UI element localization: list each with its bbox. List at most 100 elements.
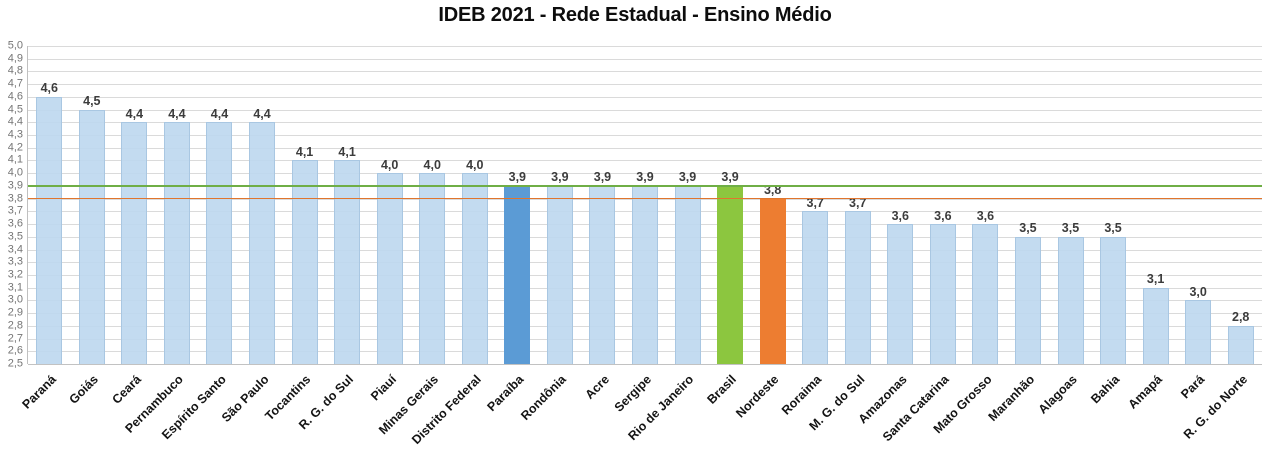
bar-group: 4,0 Minas Gerais (376, 46, 454, 437)
gridline (28, 173, 1262, 175)
bar-group: 3,6 Amazonas (855, 46, 922, 426)
bar-value-label: 3,9 (678, 170, 697, 185)
bar: 3,6 (929, 210, 956, 364)
bar-group: 2,8 R. G. do Norte (1181, 46, 1262, 442)
gridline (28, 135, 1262, 137)
y-axis-tick-label: 3,4 (7, 243, 23, 256)
bar-group: 3,6 Mato Grosso (931, 46, 1007, 436)
bar: 4,1 (291, 146, 318, 364)
bar-group: 4,5 Goiás (67, 46, 114, 407)
bar-group: 4,4 Pernambuco (123, 46, 199, 436)
y-axis-tick-label: 3,1 (7, 281, 23, 294)
category-label: Bahia (1088, 372, 1123, 407)
bar: 3,9 (631, 171, 658, 364)
bar-value-label: 4,4 (253, 106, 271, 121)
gridline (28, 46, 1262, 47)
y-axis-tick-label: 4,6 (7, 90, 23, 103)
category-label: Alagoas (1035, 372, 1080, 417)
bar-value-label: 3,9 (551, 170, 569, 185)
bar: 3,9 (717, 171, 744, 364)
y-axis-tick-label: 3,6 (7, 217, 23, 230)
bar: 3,9 (546, 171, 573, 364)
bar-group: 4,1 Tocantins (263, 46, 326, 423)
gridline (28, 160, 1262, 162)
bar-group: 3,1 Amapá (1125, 46, 1177, 412)
bar-group: 4,0 Distrito Federal (409, 46, 497, 447)
bar-value-label: 3,9 (508, 170, 527, 185)
y-axis-tick-label: 3,2 (7, 268, 23, 281)
bar: 3,7 (844, 197, 871, 364)
plot-area: 5,0 4,9 4,8 4,7 4,6 4,5 4,4 4,3 4,2 4,1 4,0 3,9 3,8 3… (8, 40, 1262, 447)
bar-value-label: 4,1 (295, 144, 314, 159)
category-label: Paraíba (484, 372, 527, 415)
bar-value-label: 3,6 (976, 208, 995, 223)
bar-group: 3,5 Bahia (1088, 46, 1135, 406)
bar-value-label: 3,9 (636, 170, 654, 185)
y-axis-tick-label: 3,8 (7, 192, 23, 205)
bar-group: 3,9 Sergipe (612, 46, 667, 415)
bar: 4,0 (376, 159, 403, 364)
bar-group: 3,7 M. G. do Sul (806, 46, 879, 433)
bar-value-label: 3,9 (721, 170, 739, 185)
gridline (28, 364, 1262, 365)
y-axis-tick-label: 2,5 (7, 357, 23, 370)
bar: 4,4 (206, 108, 233, 364)
bar-group: 4,4 Ceará (109, 46, 156, 407)
bar-value-label: 3,8 (763, 183, 782, 198)
y-axis-tick-label: 4,7 (7, 77, 23, 90)
gridline (28, 147, 1262, 149)
bar: 3,6 (887, 210, 914, 364)
bar: 4,6 (36, 82, 63, 364)
bar-value-label: 2,8 (1232, 310, 1250, 325)
bar: 4,4 (249, 108, 276, 364)
gridline (28, 71, 1262, 73)
bar: 3,9 (674, 171, 701, 364)
bar-group: 3,0 Pará (1177, 46, 1220, 401)
gridline (28, 58, 1262, 60)
bar-group: 3,8 Nordeste (734, 46, 794, 421)
bar-value-label: 4,0 (466, 157, 484, 172)
category-label: Amapá (1125, 372, 1165, 412)
bar-group: 3,9 Acre (581, 46, 624, 402)
bar-group: 3,9 Rio de Janeiro (626, 46, 709, 443)
category-label: Paraná (19, 372, 59, 412)
category-label: Sergipe (611, 372, 655, 415)
y-axis-tick-label: 5,0 (7, 39, 23, 52)
bar: 2,8 (1227, 311, 1254, 364)
y-axis-tick-label: 4,3 (7, 128, 23, 141)
bar: 4,0 (461, 159, 488, 364)
bar-value-label: 3,6 (934, 208, 952, 223)
bar-group: 3,9 Rondônia (518, 46, 582, 423)
y-axis-tick-label: 2,7 (7, 332, 23, 345)
y-axis-tick-label: 3,7 (7, 204, 23, 217)
category-label: Brasil (704, 372, 740, 407)
y-axis-tick-label: 2,8 (7, 319, 23, 332)
y-axis-tick-label: 3,0 (7, 293, 23, 306)
bar: 3,9 (589, 171, 616, 364)
bar: 3,8 (759, 184, 786, 364)
bar: 4,0 (419, 159, 446, 364)
bar-group: 4,6 Paraná (19, 46, 71, 412)
bar-group: 3,7 Roraima (779, 46, 837, 418)
bars: 4,6 Paraná 4,5 Goiás 4,4 Ceará 4,4 Pernambuco 4,… (19, 46, 1262, 447)
y-axis-tick-label: 4,4 (7, 115, 23, 128)
bar-value-label: 3,1 (1146, 272, 1165, 287)
y-axis-tick-label: 4,2 (7, 141, 23, 154)
bar-group: 3,9 Paraíba (485, 46, 539, 414)
bar-value-label: 3,0 (1189, 284, 1207, 299)
bar-group: 3,6 Santa Catarina (880, 46, 965, 444)
y-axis-tick-label: 3,5 (7, 230, 23, 243)
y-axis-tick-label: 2,6 (7, 344, 23, 357)
bar-value-label: 4,4 (168, 106, 186, 121)
category-label: Ceará (109, 372, 144, 407)
y-axis-tick-label: 4,9 (7, 52, 23, 65)
y-axis: 5,0 4,9 4,8 4,7 4,6 4,5 4,4 4,3 4,2 4,1 4,0 3,9 3,8 3… (8, 40, 1262, 369)
y-axis-tick-label: 4,0 (7, 166, 23, 179)
bar-group: 4,4 São Paulo (219, 46, 284, 425)
bar: 3,5 (1057, 222, 1084, 364)
bar: 3,7 (802, 197, 829, 364)
y-axis-tick-label: 4,5 (7, 103, 23, 116)
bar: 3,5 (1100, 222, 1127, 364)
bar: 4,4 (121, 108, 148, 364)
bar: 3,5 (1014, 222, 1041, 364)
